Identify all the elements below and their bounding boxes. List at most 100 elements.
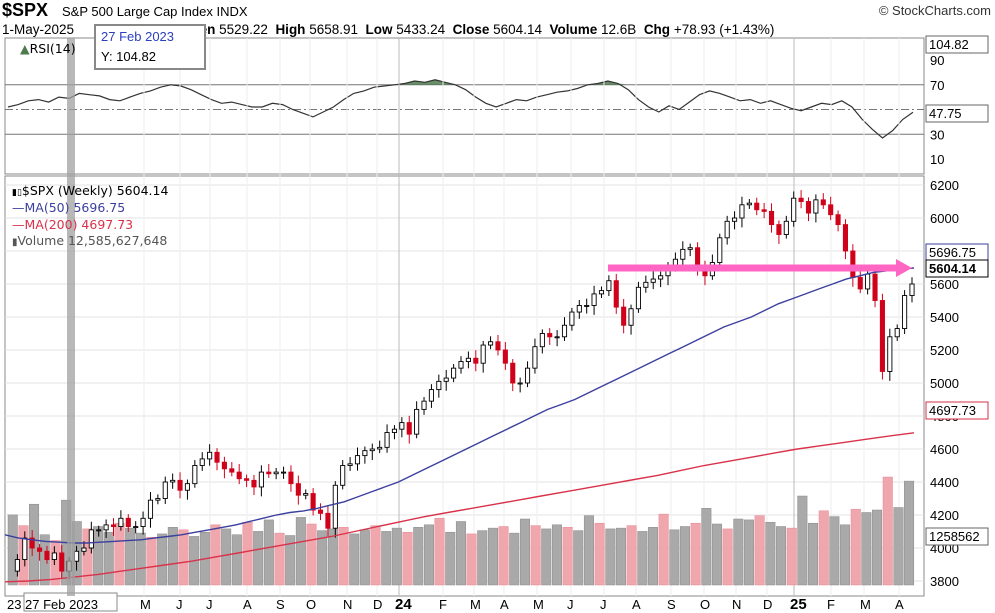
legend-ma50-swatch: —	[12, 200, 25, 215]
candle-body	[835, 214, 841, 226]
price-tick-label: 5000	[930, 376, 959, 391]
candle-body	[805, 201, 812, 214]
candle-body	[443, 377, 449, 382]
candle-body	[73, 550, 80, 562]
volume-bar	[295, 517, 306, 586]
candle-body	[295, 483, 301, 496]
candle-body	[51, 552, 57, 561]
x-tick-label: N	[343, 597, 352, 612]
candle-body	[902, 295, 908, 329]
candle-body	[598, 290, 605, 295]
candle-body	[643, 281, 649, 288]
candle-body	[251, 479, 257, 488]
candle-body	[125, 517, 131, 527]
volume-bar	[594, 522, 605, 586]
brand-watermark: © StockCharts.com	[878, 3, 991, 18]
symbol-title: $SPX	[2, 0, 49, 20]
rsi-tick-label: 30	[930, 127, 944, 142]
volume-bar	[317, 530, 328, 586]
candle-body	[687, 247, 693, 250]
price-tick-label: 5200	[930, 343, 959, 358]
candle-body	[236, 471, 242, 480]
legend-ma200: —MA(200) 4697.73	[12, 217, 133, 232]
volume-bar	[103, 531, 114, 586]
candle-body	[118, 517, 124, 527]
legend-volume-text: Volume 12,585,627,648	[17, 233, 168, 248]
legend-ma50: —MA(50) 5696.75	[12, 200, 125, 215]
crosshair-bar	[67, 38, 75, 596]
price-tick-label: 6200	[930, 178, 959, 193]
x-tick-label: A	[895, 597, 904, 612]
moving-average-lines	[4, 267, 915, 583]
rsi-legend-icon: ▲	[20, 41, 30, 56]
volume-bar	[231, 534, 242, 586]
candle-body	[147, 499, 154, 519]
candle-body	[879, 300, 885, 372]
candle-body	[199, 458, 205, 466]
candle-body	[29, 537, 35, 549]
volume-bar	[178, 529, 189, 586]
volume-bar	[157, 533, 168, 586]
candle-body	[22, 537, 28, 560]
volume-bar	[658, 513, 669, 586]
legend-ma200-text: MA(200) 4697.73	[24, 217, 134, 232]
candle-body	[81, 547, 87, 552]
volume-bar	[829, 516, 840, 586]
volume-bar	[573, 530, 584, 586]
candle-body	[473, 357, 479, 364]
volume-bar	[167, 527, 178, 586]
close-badge: 5604.14	[929, 261, 977, 276]
candle-body	[110, 524, 117, 528]
candle-body	[820, 199, 826, 206]
index-name: S&P 500 Large Cap Index INDX	[62, 4, 248, 19]
volume-bar	[306, 523, 317, 586]
chg-label: Chg	[643, 22, 671, 37]
x-tick-label: F	[827, 597, 835, 612]
x-tick-label: J	[176, 597, 183, 612]
ma50-badge: 5696.75	[929, 245, 976, 260]
candle-body	[103, 524, 109, 531]
volume-bar	[679, 526, 690, 586]
ohlc-summary: 1-May-2025 en 5529.22 High 5658.91 Low 5…	[2, 22, 774, 37]
volume-bar	[274, 532, 285, 586]
candle-body	[44, 550, 50, 560]
candle-body	[140, 517, 146, 527]
candle-body	[717, 237, 723, 264]
volume-value: 12.6B	[601, 22, 637, 37]
rsi-tick-label: 90	[930, 53, 944, 68]
volume-bar	[882, 476, 893, 586]
high-label: High	[275, 22, 306, 37]
candle-body	[347, 463, 353, 466]
candle-body	[14, 559, 20, 572]
candle-body	[214, 451, 220, 463]
volume-bar	[7, 514, 18, 586]
volume-bar	[445, 531, 456, 586]
candle-body	[317, 509, 324, 514]
candle-body	[532, 346, 538, 369]
volume-bar	[712, 523, 723, 586]
candle-body	[909, 283, 915, 297]
legend-ma200-swatch: —	[12, 217, 25, 232]
volume-bar	[562, 527, 573, 586]
price-tick-label: 3800	[930, 574, 959, 589]
candle-body	[502, 349, 508, 364]
legend-main: ▮▯$SPX (Weekly) 5604.14	[12, 183, 168, 198]
candle-body	[842, 224, 849, 252]
volume-bar	[135, 532, 146, 586]
volume-bar	[253, 531, 264, 586]
candle-body	[739, 204, 745, 219]
volume-bar	[359, 529, 370, 586]
candle-body	[887, 336, 893, 372]
rsi-legend-label: RSI(14)	[29, 41, 76, 56]
volume-bar	[402, 531, 413, 586]
candle-body	[192, 465, 198, 485]
candle-body	[244, 478, 250, 481]
rsi-badge-current-box	[925, 104, 989, 123]
rsi-badge-current: 47.75	[929, 106, 962, 121]
legend-volume: ▮Volume 12,585,627,648	[12, 233, 167, 248]
exchange-label: INDX	[216, 4, 248, 19]
price-tick-label: 5600	[930, 277, 959, 292]
x-tick-label: M	[860, 597, 871, 612]
